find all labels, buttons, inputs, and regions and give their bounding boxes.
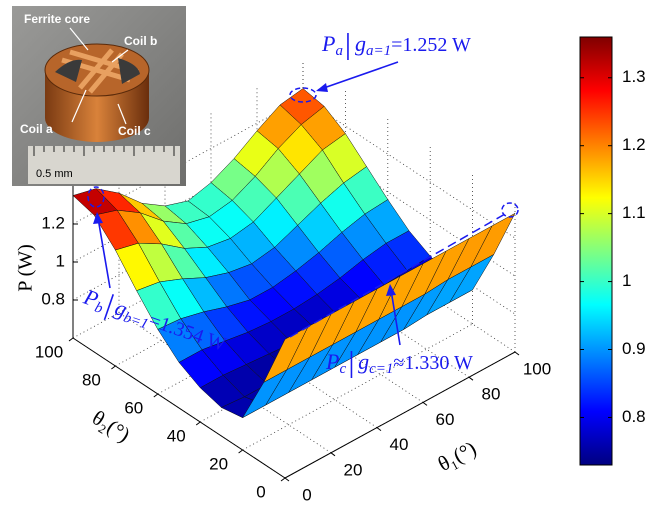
ruler <box>28 146 180 184</box>
tick-mark <box>422 401 428 406</box>
tick-mark <box>238 449 243 454</box>
annotation-cond: g <box>355 31 366 56</box>
annotation-value: ≈1.330 W <box>393 352 473 374</box>
x-tick-label: 100 <box>523 359 551 378</box>
arrow-head <box>316 83 328 92</box>
inset-label: Coil c <box>118 124 151 138</box>
marker-ellipse <box>289 87 317 103</box>
z-tick-label: 1.2 <box>41 213 65 232</box>
colorbar-tick-label: 1.3 <box>622 67 646 86</box>
inset-label: Coil a <box>20 122 53 136</box>
z-axis-label: P (W) <box>15 244 37 292</box>
y-tick-label: 60 <box>124 398 143 417</box>
coil-windings <box>61 48 139 94</box>
z-tick-label: 0.8 <box>41 289 65 308</box>
colorbar-tick-label: 1.2 <box>622 135 646 154</box>
inset-label: Coil b <box>124 34 157 48</box>
x-tick-label: 60 <box>436 410 455 429</box>
photo-inset: Ferrite core Coil b Coil a Coil c 0.5 mm <box>12 6 186 186</box>
surface <box>72 88 516 418</box>
annotation: Pc gc=1≈1.330 W <box>325 349 473 378</box>
annotation-bar <box>103 294 115 321</box>
arrow-head <box>386 284 396 296</box>
x-tick-label: 80 <box>482 385 501 404</box>
axes: 0 20 40 60 80 100 0 20 40 60 80 100 0.8 1 1.2 <box>35 60 551 504</box>
ruler-label: 0.5 mm <box>36 168 73 180</box>
y-tick-label: 80 <box>82 370 101 389</box>
annotation-symbol: P <box>325 349 339 374</box>
tick-mark <box>195 421 201 426</box>
tick-mark <box>468 376 474 381</box>
y-axis-line <box>72 337 286 479</box>
colorbar-fill <box>579 36 613 466</box>
ferrite <box>55 58 140 84</box>
annotation-symbol: P <box>321 31 335 56</box>
z-tick-label: 1 <box>56 251 65 270</box>
tick-mark <box>330 452 336 457</box>
annotation: Pa ga=1=1.252 W <box>321 31 471 60</box>
y-tick-label: 20 <box>209 454 228 473</box>
surface-patch <box>263 326 309 383</box>
annotation-cond: g <box>358 349 369 374</box>
colorbar-tick-label: 1.1 <box>622 203 646 222</box>
arrow <box>97 217 111 289</box>
annotation-cond-sub: b=1 <box>121 310 150 333</box>
annotation-cond-sub: c=1 <box>369 361 393 377</box>
x-axis-label: θ₁(°) <box>434 436 480 476</box>
arrow-head <box>93 212 103 224</box>
tick-mark <box>153 393 159 398</box>
x-axis-line <box>284 351 516 479</box>
annotation-sub: c <box>339 361 346 377</box>
x-tick-label: 0 <box>302 485 311 504</box>
tick-mark <box>514 351 520 356</box>
marker-ellipse <box>87 186 105 208</box>
x-tick-label: 20 <box>344 460 363 479</box>
tick-mark <box>111 365 116 370</box>
colorbar-tick-label: 0.8 <box>622 407 646 426</box>
marker-ellipse <box>501 202 519 218</box>
annotation-text: Pc gc=1≈1.330 W <box>325 349 473 377</box>
colorbar-tick-label: 0.9 <box>622 339 646 358</box>
y-tick-label: 100 <box>35 342 63 361</box>
arrow <box>317 61 399 91</box>
colorbar-tick-label: 1 <box>622 271 631 290</box>
annotation-sub: a <box>335 43 343 59</box>
annotation-text: Pa ga=1=1.252 W <box>321 31 471 59</box>
annotation-value: =1.252 W <box>391 34 471 56</box>
inset-label: Ferrite core <box>24 12 90 26</box>
ruler-ticks <box>33 146 175 156</box>
tick-mark <box>280 477 286 482</box>
arrow <box>390 289 401 346</box>
tick-mark <box>68 337 74 342</box>
pointer-lines <box>69 27 129 125</box>
annotation-cond-sub: a=1 <box>366 43 391 59</box>
colorbar: 0.8 0.9 1 1.1 1.2 1.3 <box>579 36 646 466</box>
x-tick-label: 40 <box>390 435 409 454</box>
y-tick-label: 0 <box>256 482 265 501</box>
tick-mark <box>376 427 382 432</box>
tick-mark <box>284 477 290 482</box>
y-tick-label: 40 <box>167 426 186 445</box>
